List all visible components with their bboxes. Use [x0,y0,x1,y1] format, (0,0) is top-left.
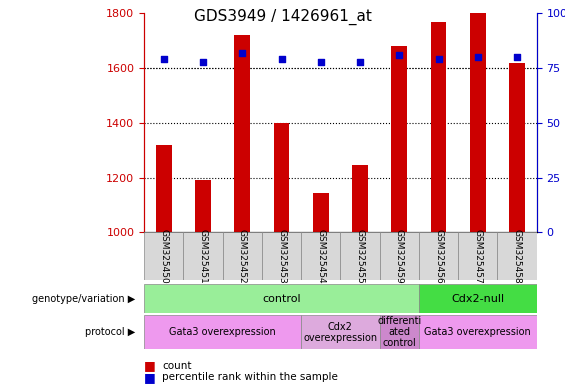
Bar [380,232,419,280]
Bar [262,232,301,280]
Text: ■: ■ [144,359,160,372]
Bar [470,13,486,232]
Point [277,56,286,63]
Bar [301,232,340,280]
Point [159,56,168,63]
Text: Gata3 overexpression: Gata3 overexpression [170,327,276,337]
Text: count: count [162,361,192,371]
Bar [419,315,537,349]
Bar [509,63,525,232]
Bar [498,232,537,280]
Text: GSM325457: GSM325457 [473,229,483,284]
Bar [431,22,446,232]
Bar [183,232,223,280]
Text: GSM325456: GSM325456 [434,229,443,284]
Bar [195,180,211,232]
Text: GSM325454: GSM325454 [316,229,325,284]
Bar [392,46,407,232]
Text: GSM325459: GSM325459 [395,229,404,284]
Text: GSM325455: GSM325455 [355,229,364,284]
Bar [301,315,380,349]
Bar [458,232,498,280]
Text: percentile rank within the sample: percentile rank within the sample [162,372,338,382]
Text: genotype/variation ▶: genotype/variation ▶ [32,293,136,304]
Bar [380,315,419,349]
Point [473,54,483,60]
Bar [223,232,262,280]
Bar [234,35,250,232]
Bar [313,193,329,232]
Point [512,54,521,60]
Text: Cdx2-null: Cdx2-null [451,293,505,304]
Bar [352,165,368,232]
Text: GSM325453: GSM325453 [277,229,286,284]
Text: GSM325451: GSM325451 [198,229,207,284]
Point [198,58,207,65]
Bar [340,232,380,280]
Text: GSM325458: GSM325458 [512,229,521,284]
Text: control: control [262,293,301,304]
Bar [156,145,172,232]
Bar [144,232,183,280]
Bar [273,123,289,232]
Text: GSM325450: GSM325450 [159,229,168,284]
Text: GDS3949 / 1426961_at: GDS3949 / 1426961_at [194,8,371,25]
Text: ■: ■ [144,371,160,384]
Point [316,58,325,65]
Point [355,58,364,65]
Point [434,56,443,63]
Bar [419,284,537,313]
Text: differenti
ated
control: differenti ated control [377,316,421,348]
Bar [419,232,458,280]
Point [238,50,247,56]
Text: Cdx2
overexpression: Cdx2 overexpression [303,322,377,343]
Text: Gata3 overexpression: Gata3 overexpression [424,327,531,337]
Bar [144,284,419,313]
Text: GSM325452: GSM325452 [238,229,247,284]
Bar [144,315,301,349]
Text: protocol ▶: protocol ▶ [85,327,136,337]
Point [395,52,404,58]
